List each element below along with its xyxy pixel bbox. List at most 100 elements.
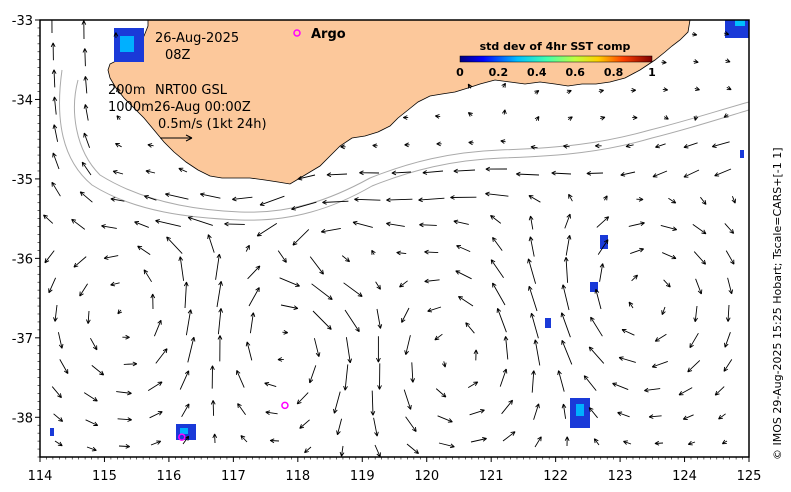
current-vector-arrow <box>718 413 726 420</box>
current-vector-arrow <box>485 191 509 197</box>
current-vector-arrow <box>530 312 539 339</box>
current-vector-arrow <box>441 361 447 368</box>
contour-1000m <box>73 79 749 213</box>
current-vector-arrow <box>247 265 261 280</box>
current-vector-arrow <box>83 392 98 402</box>
current-vector-arrow <box>453 168 476 174</box>
current-vector-arrow <box>49 20 55 34</box>
current-vector-arrow <box>322 199 349 205</box>
current-vector-arrow <box>312 310 332 330</box>
current-vector-arrow <box>291 201 317 211</box>
current-vector-arrow <box>662 252 677 260</box>
current-vector-arrow <box>81 161 92 176</box>
current-vector-arrow <box>596 216 610 228</box>
current-vector-arrow <box>391 170 412 176</box>
current-vector-arrow <box>623 440 632 445</box>
current-vector-arrow <box>181 403 190 418</box>
current-vector-arrow <box>565 234 572 256</box>
current-vector-arrow <box>693 251 707 265</box>
current-vector-arrow <box>687 440 696 446</box>
current-vector-arrow <box>343 364 349 391</box>
current-vector-arrow <box>437 415 453 423</box>
current-vector-arrow <box>341 255 351 263</box>
current-vector-arrow <box>165 192 189 200</box>
current-vector-arrow <box>588 346 605 364</box>
current-vector-arrow <box>527 258 537 284</box>
current-vector-arrow <box>465 322 475 334</box>
current-vector-arrow <box>469 408 485 416</box>
current-vector-arrow <box>265 410 278 415</box>
current-vector-arrow <box>660 224 678 231</box>
current-vector-arrow <box>187 336 196 363</box>
current-vector-arrow <box>264 381 277 388</box>
current-vector-arrow <box>628 301 634 309</box>
current-vector-arrow <box>399 280 408 288</box>
current-vector-arrow <box>83 104 89 121</box>
current-vector-arrow <box>117 417 132 422</box>
current-vector-arrow <box>50 42 56 61</box>
current-vector-arrow <box>122 334 130 340</box>
current-vector-arrow <box>52 96 58 115</box>
current-vector-arrow <box>396 250 407 256</box>
current-vector-arrow <box>370 390 376 416</box>
current-vector-arrow <box>147 381 163 391</box>
current-vector-arrow <box>116 87 121 93</box>
current-vector-arrow <box>410 362 416 383</box>
sst-patches <box>50 20 749 440</box>
current-vector-arrow <box>590 316 603 337</box>
current-vector-arrow <box>648 414 662 419</box>
x-axis: 114 115 116 117 118 119 120 121 122 123 124 125 <box>28 457 761 484</box>
current-vector-arrow <box>143 269 152 283</box>
x-tick-label: 121 <box>479 469 504 484</box>
current-vector-arrow <box>59 359 69 374</box>
current-vector-arrow <box>134 221 149 228</box>
current-vector-arrow <box>83 76 89 94</box>
argo-float-marker <box>178 433 186 441</box>
current-vector-arrow <box>435 388 447 398</box>
current-vector-arrow <box>187 216 213 226</box>
current-vector-arrow <box>215 253 222 280</box>
current-vector-arrow <box>185 309 193 336</box>
current-vector-arrow <box>424 278 440 284</box>
x-tick-label: 122 <box>543 469 568 484</box>
current-vector-arrow <box>344 309 360 333</box>
current-vector-arrow <box>568 193 573 202</box>
current-vector-arrow <box>372 143 378 149</box>
current-vector-arrow <box>567 116 573 121</box>
current-vector-arrow <box>502 431 516 442</box>
current-vector-arrow <box>490 214 502 224</box>
current-vector-arrow <box>245 244 250 252</box>
current-vector-arrow <box>726 85 732 91</box>
current-vector-arrow <box>418 197 445 203</box>
current-vector-arrow <box>343 282 363 297</box>
current-vector-arrow <box>612 382 629 391</box>
contour-200m <box>59 69 749 221</box>
current-vector-arrow <box>118 444 131 449</box>
current-vector-arrow <box>326 172 348 178</box>
current-vector-arrow <box>467 83 473 89</box>
current-vector-arrow <box>453 219 469 225</box>
current-vector-arrow <box>485 166 508 172</box>
current-vector-arrow <box>386 197 413 203</box>
current-vector-arrow <box>694 86 700 91</box>
current-vector-arrow <box>116 390 132 396</box>
contour-1000-label: 1000m <box>108 100 154 115</box>
colorbar-tick-label: 0.8 <box>604 66 624 79</box>
current-vector-arrow <box>51 181 61 197</box>
current-vector-arrow <box>644 387 661 393</box>
current-vector-arrow <box>691 31 698 37</box>
current-vector-arrow <box>723 31 730 36</box>
current-vector-arrow <box>178 167 188 173</box>
current-vector-arrow <box>90 337 98 351</box>
current-vector-arrow <box>52 152 60 170</box>
current-vector-arrow <box>112 169 124 175</box>
current-vector-arrow <box>594 143 602 149</box>
current-vector-arrow <box>269 438 280 444</box>
current-vector-arrow <box>404 142 410 148</box>
current-vector-arrow <box>473 349 479 361</box>
current-vector-arrow <box>178 256 185 281</box>
current-vector-arrow <box>561 284 570 311</box>
current-vector-arrow <box>533 403 540 420</box>
current-vector-arrow <box>588 407 598 419</box>
current-vector-arrow <box>534 116 540 121</box>
